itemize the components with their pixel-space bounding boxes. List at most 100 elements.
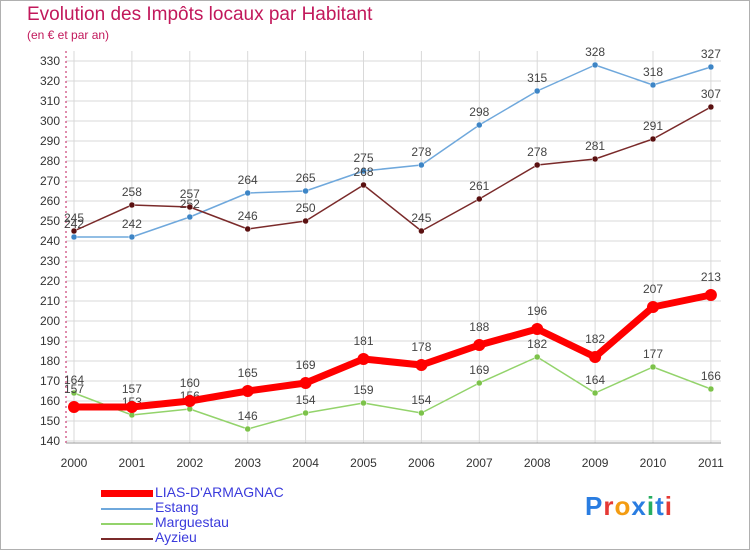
x-tick-label: 2000 [61, 456, 88, 470]
data-point [531, 323, 544, 335]
x-tick-label: 2002 [176, 456, 203, 470]
data-label: 181 [353, 334, 373, 348]
data-point [533, 87, 541, 95]
y-tick-label: 210 [40, 294, 60, 308]
data-point [302, 409, 309, 417]
data-point [704, 289, 717, 301]
legend-swatch [101, 490, 153, 497]
data-label: 278 [527, 145, 547, 159]
series-line-ayzieu [73, 106, 712, 232]
legend-label: Ayzieu [155, 529, 197, 545]
x-tick-label: 2004 [292, 456, 319, 470]
data-label: 169 [296, 358, 316, 372]
logo-letter: i [646, 491, 656, 521]
data-point [244, 189, 251, 197]
data-point [649, 135, 657, 143]
x-tick-label: 2011 [698, 456, 724, 470]
y-tick-label: 310 [40, 94, 60, 108]
data-label: 164 [64, 373, 84, 387]
legend-swatch [101, 523, 153, 525]
data-point [647, 301, 659, 313]
data-label: 250 [296, 201, 316, 215]
data-point [357, 353, 370, 365]
data-point [244, 225, 251, 233]
data-point [591, 61, 599, 69]
y-tick-label: 290 [40, 134, 60, 148]
y-tick-label: 320 [40, 74, 60, 88]
logo-letter: P [585, 491, 604, 521]
x-tick-label: 2006 [408, 456, 435, 470]
data-label: 298 [469, 105, 489, 119]
data-label: 328 [585, 45, 605, 59]
legend-label: LIAS-D'ARMAGNAC [155, 484, 284, 500]
chart-title: Evolution des Impôts locaux par Habitant [27, 4, 373, 25]
y-tick-label: 180 [40, 354, 60, 368]
chart-subtitle: (en € et par an) [27, 28, 110, 42]
data-point [186, 203, 194, 211]
data-label: 169 [469, 363, 489, 377]
data-label: 242 [64, 217, 84, 231]
data-point [183, 395, 196, 407]
x-tick-label: 2001 [119, 456, 146, 470]
data-point [299, 377, 312, 389]
data-label: 146 [238, 409, 258, 423]
x-tick-label: 2007 [466, 456, 493, 470]
x-tick-label: 2008 [524, 456, 551, 470]
logo-letter: i [664, 491, 673, 521]
data-label: 160 [180, 376, 200, 390]
data-label: 242 [122, 217, 142, 231]
data-point [591, 155, 599, 163]
data-point [125, 401, 138, 413]
logo-letter: r [603, 491, 615, 521]
data-point [415, 359, 428, 371]
y-tick-label: 140 [40, 434, 60, 448]
y-tick-label: 220 [40, 274, 60, 288]
data-label: 177 [643, 347, 663, 361]
data-point [533, 353, 541, 361]
data-label: 165 [238, 366, 258, 380]
data-point [68, 401, 80, 413]
y-tick-label: 230 [40, 254, 60, 268]
data-point [244, 425, 251, 433]
data-label: 246 [238, 209, 258, 223]
proxiti-logo[interactable]: Proxiti [585, 491, 673, 522]
y-tick-label: 170 [40, 374, 60, 388]
data-point [533, 161, 541, 169]
y-tick-label: 190 [40, 334, 60, 348]
data-label: 281 [585, 139, 605, 153]
y-tick-label: 270 [40, 174, 60, 188]
data-point [418, 161, 425, 169]
data-point [70, 233, 78, 241]
data-label: 264 [238, 173, 258, 187]
data-label: 207 [643, 282, 663, 296]
data-label: 278 [411, 145, 431, 159]
x-tick-label: 2003 [234, 456, 261, 470]
data-point [241, 385, 254, 397]
y-tick-label: 150 [40, 414, 60, 428]
data-point [360, 167, 367, 175]
data-label: 182 [585, 332, 605, 346]
data-label: 318 [643, 65, 663, 79]
data-label: 159 [353, 383, 373, 397]
y-tick-label: 240 [40, 234, 60, 248]
data-label: 182 [527, 337, 547, 351]
data-point [360, 181, 367, 189]
x-tick-label: 2009 [582, 456, 609, 470]
data-point [649, 363, 657, 371]
data-point [360, 399, 367, 407]
y-tick-label: 250 [40, 214, 60, 228]
data-point [591, 389, 599, 397]
data-label: 315 [527, 71, 547, 85]
data-label: 154 [411, 393, 431, 407]
y-tick-label: 260 [40, 194, 60, 208]
plot-area [66, 51, 721, 443]
logo-letter: t [655, 491, 665, 521]
data-point [70, 227, 78, 235]
data-label: 261 [469, 179, 489, 193]
legend-swatch [101, 508, 153, 510]
legend-label: Marguestau [155, 514, 229, 530]
series-line-estang [73, 64, 712, 238]
data-label: 268 [353, 165, 373, 179]
